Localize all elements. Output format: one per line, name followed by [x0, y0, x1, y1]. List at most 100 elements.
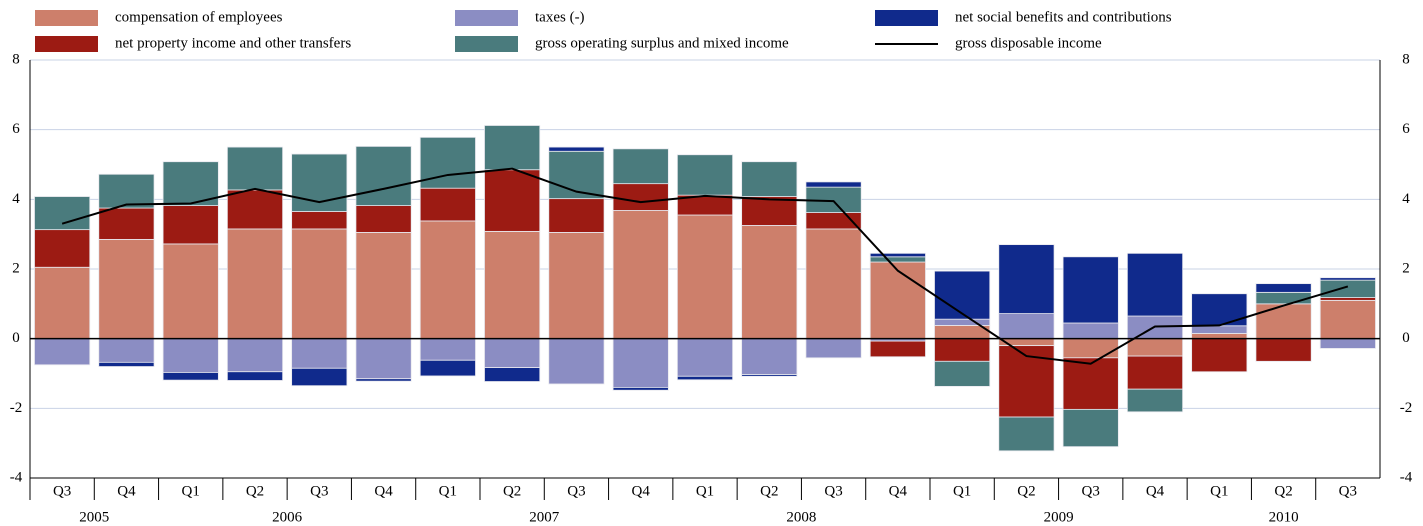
bar	[1126, 252, 1184, 317]
bar	[805, 338, 862, 359]
legend-swatch	[35, 10, 98, 26]
y-tick-label: -4	[10, 469, 23, 485]
y2-tick-label: -4	[1400, 469, 1413, 485]
bar	[226, 228, 284, 340]
x-tick-label: Q4	[889, 483, 908, 499]
bar	[34, 338, 91, 366]
bar	[612, 148, 669, 185]
bar	[1191, 325, 1248, 334]
x-tick-label: Q1	[953, 483, 971, 499]
x-tick-label: Q4	[374, 483, 393, 499]
bar	[548, 146, 605, 152]
bar	[1255, 291, 1312, 305]
bar	[419, 220, 476, 340]
x-tick-label: Q3	[310, 483, 328, 499]
bar	[934, 360, 991, 387]
bar	[484, 230, 541, 340]
x-tick-label: Q1	[696, 483, 714, 499]
y-tick-label: 8	[12, 51, 20, 67]
y2-tick-label: 6	[1402, 121, 1410, 137]
bar	[869, 340, 926, 358]
bar	[1062, 408, 1119, 448]
bar	[1319, 297, 1376, 301]
bar	[869, 261, 926, 340]
bar	[548, 338, 605, 385]
year-label: 2008	[786, 509, 816, 525]
bar	[1319, 279, 1376, 298]
bar	[676, 375, 734, 381]
bar	[741, 225, 798, 340]
bar	[612, 210, 669, 340]
bar	[98, 207, 155, 240]
bar	[548, 198, 605, 233]
bar	[484, 125, 541, 171]
bar	[676, 154, 734, 196]
bar	[548, 232, 605, 340]
bar	[355, 145, 412, 207]
bar	[1062, 322, 1119, 340]
bar	[998, 244, 1055, 314]
bar	[98, 173, 155, 209]
bar	[226, 371, 284, 381]
x-tick-label: Q1	[1210, 483, 1228, 499]
bar	[1319, 299, 1376, 340]
bar	[291, 338, 348, 369]
bar	[741, 161, 798, 197]
x-tick-label: Q3	[824, 483, 842, 499]
bar	[162, 372, 219, 381]
bar	[34, 229, 91, 268]
bar	[419, 187, 476, 222]
bar	[291, 211, 348, 230]
x-tick-label: Q3	[53, 483, 71, 499]
x-tick-label: Q3	[1339, 483, 1357, 499]
x-tick-label: Q1	[439, 483, 457, 499]
x-tick-label: Q1	[182, 483, 200, 499]
bar	[1126, 388, 1184, 413]
y2-tick-label: 4	[1402, 191, 1410, 207]
x-tick-label: Q2	[246, 483, 264, 499]
bar	[355, 205, 412, 233]
y2-tick-label: 2	[1402, 260, 1410, 276]
bar	[162, 338, 219, 373]
bar	[998, 416, 1055, 452]
x-tick-label: Q2	[1274, 483, 1292, 499]
bar	[419, 136, 476, 189]
bar	[355, 378, 412, 382]
bar	[98, 238, 155, 340]
x-tick-label: Q2	[503, 483, 521, 499]
legend-label: net social benefits and contributions	[955, 9, 1172, 25]
bar	[869, 252, 926, 258]
legend-swatch	[455, 10, 518, 26]
bar	[1062, 338, 1119, 359]
bar	[805, 228, 862, 340]
bar	[805, 181, 862, 188]
bar	[1062, 357, 1119, 410]
bar	[1319, 338, 1376, 349]
bar	[484, 367, 541, 382]
year-label: 2005	[79, 509, 109, 525]
legend-label: gross disposable income	[955, 35, 1102, 51]
x-tick-label: Q4	[632, 483, 651, 499]
y2-tick-label: -2	[1400, 400, 1413, 416]
year-label: 2007	[529, 509, 560, 525]
bar	[162, 243, 219, 340]
legend-label: net property income and other transfers	[115, 35, 351, 51]
legend-swatch	[875, 10, 938, 26]
y2-tick-label: 8	[1402, 51, 1410, 67]
x-tick-label: Q2	[760, 483, 778, 499]
bar	[419, 338, 476, 361]
legend-swatch	[455, 36, 518, 52]
y2-tick-label: 0	[1402, 330, 1410, 346]
bar	[419, 359, 476, 377]
bar	[612, 183, 669, 211]
bar	[355, 338, 412, 380]
legend-label: compensation of employees	[115, 9, 283, 25]
bar	[676, 214, 734, 340]
bar	[612, 387, 669, 391]
bar	[34, 196, 91, 231]
bar	[934, 318, 991, 326]
year-label: 2006	[272, 509, 303, 525]
bar	[162, 205, 219, 245]
y-tick-label: 0	[12, 330, 20, 346]
